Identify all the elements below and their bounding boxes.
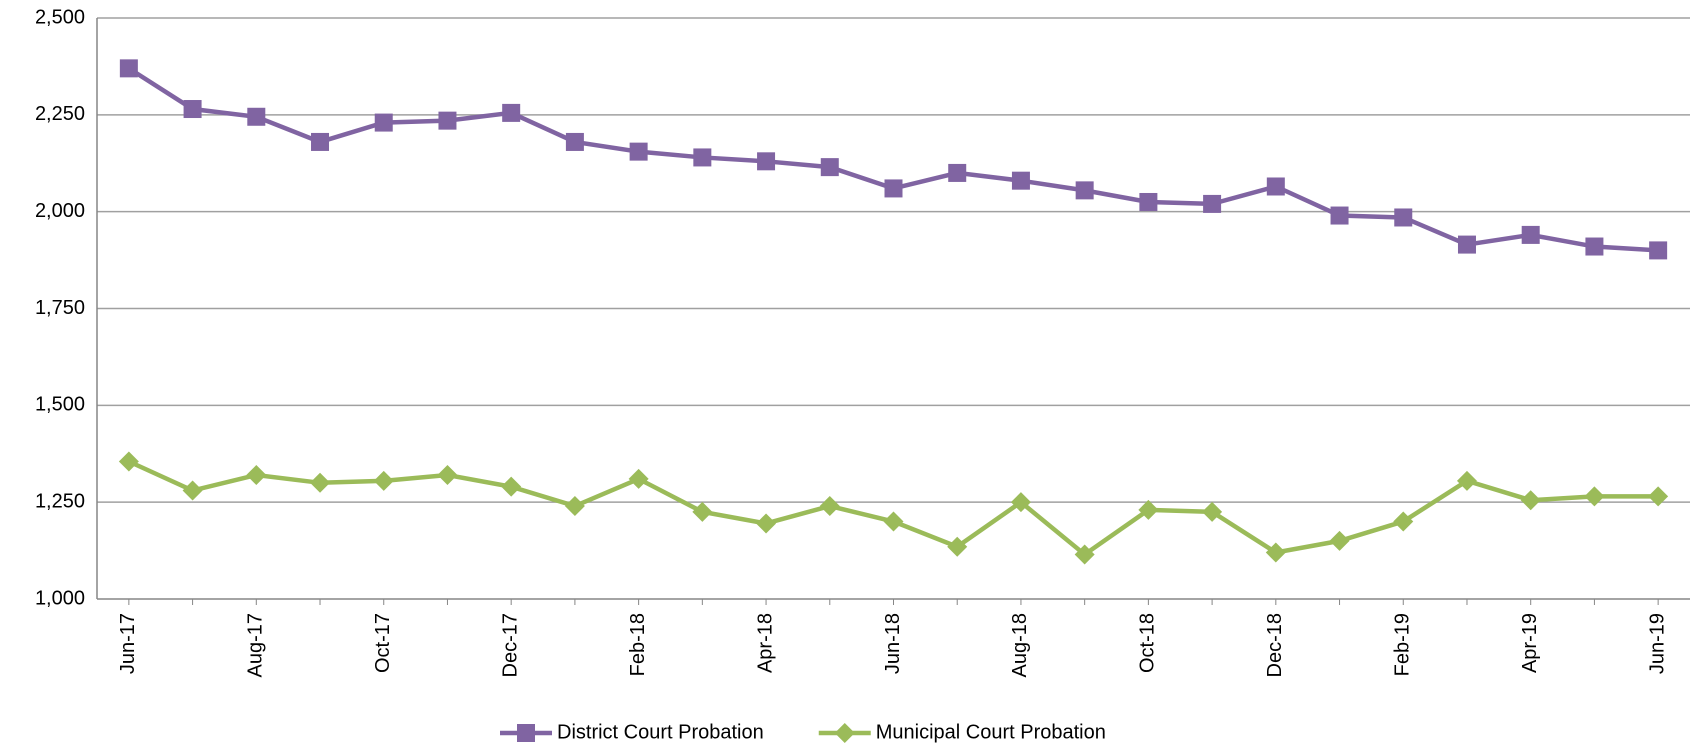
- marker: [819, 496, 840, 517]
- x-tick-label: Oct-18: [1137, 613, 1159, 673]
- marker: [1457, 235, 1476, 254]
- marker: [373, 470, 394, 491]
- marker: [1011, 171, 1030, 190]
- y-tick-label: 1,500: [35, 394, 85, 416]
- x-tick-label: Oct-17: [372, 613, 394, 673]
- x-tick-label: Dec-17: [499, 613, 521, 677]
- marker: [565, 132, 584, 151]
- marker: [1203, 194, 1222, 213]
- marker: [1010, 492, 1031, 513]
- x-tick-label: Aug-17: [245, 613, 267, 678]
- x-tick-label: Apr-19: [1519, 613, 1541, 673]
- x-tick-label: Dec-18: [1264, 613, 1286, 677]
- marker: [1393, 511, 1414, 532]
- marker: [517, 724, 535, 742]
- series-line: [127, 66, 1659, 253]
- marker: [1520, 490, 1541, 511]
- y-tick-label: 1,250: [35, 490, 85, 512]
- marker: [692, 501, 713, 522]
- series-line: [127, 459, 1659, 558]
- legend-label: District Court Probation: [557, 721, 764, 743]
- marker: [883, 511, 904, 532]
- marker: [311, 132, 330, 151]
- marker: [182, 480, 203, 501]
- marker: [310, 472, 331, 493]
- marker: [756, 513, 777, 534]
- marker: [1585, 237, 1604, 256]
- marker: [1330, 206, 1349, 225]
- marker: [1648, 486, 1669, 507]
- x-tick-label: Feb-18: [627, 613, 649, 676]
- x-tick-label: Feb-19: [1392, 613, 1414, 676]
- marker: [629, 142, 648, 161]
- y-tick-label: 2,500: [35, 6, 85, 28]
- y-tick-label: 1,000: [35, 587, 85, 609]
- marker: [1075, 181, 1094, 200]
- x-tick-label: Jun-19: [1646, 613, 1668, 674]
- x-tick-label: Apr-18: [754, 613, 776, 673]
- marker: [246, 465, 267, 486]
- marker: [1265, 542, 1286, 563]
- marker: [1456, 470, 1477, 491]
- marker: [118, 451, 139, 472]
- marker: [183, 100, 202, 119]
- marker: [884, 179, 903, 198]
- marker: [437, 465, 458, 486]
- marker: [1074, 544, 1095, 565]
- marker: [1138, 499, 1159, 520]
- marker: [757, 152, 776, 171]
- x-tick-label: Aug-18: [1009, 613, 1031, 678]
- marker: [247, 107, 266, 126]
- marker: [1521, 225, 1540, 244]
- x-tick-label: Jun-18: [882, 613, 904, 674]
- marker: [948, 163, 967, 182]
- marker: [564, 496, 585, 517]
- marker: [834, 723, 855, 743]
- marker: [820, 158, 839, 177]
- marker: [628, 468, 649, 489]
- marker: [693, 148, 712, 167]
- marker: [119, 59, 138, 78]
- marker: [502, 103, 521, 122]
- marker: [1139, 192, 1158, 211]
- marker: [1394, 208, 1413, 227]
- marker: [1202, 501, 1223, 522]
- marker: [374, 113, 393, 132]
- x-tick-label: Jun-17: [117, 613, 139, 674]
- y-tick-label: 2,000: [35, 200, 85, 222]
- legend-label: Municipal Court Probation: [876, 721, 1106, 743]
- marker: [438, 111, 457, 130]
- marker: [1584, 486, 1605, 507]
- marker: [501, 476, 522, 497]
- y-tick-label: 1,750: [35, 297, 85, 319]
- marker: [1649, 241, 1668, 260]
- y-tick-label: 2,250: [35, 103, 85, 125]
- marker: [947, 536, 968, 557]
- marker: [1329, 530, 1350, 551]
- marker: [1266, 177, 1285, 196]
